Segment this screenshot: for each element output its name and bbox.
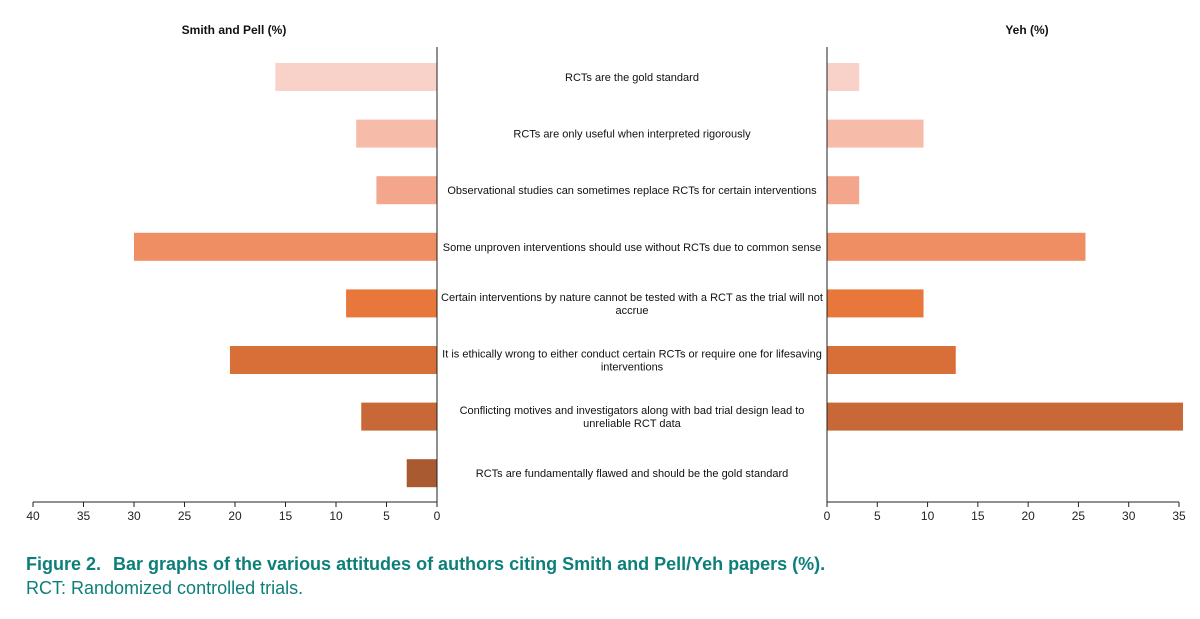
category-label-4: Some unproven interventions should use w… bbox=[443, 242, 822, 254]
figure-title: Bar graphs of the various attitudes of a… bbox=[113, 554, 826, 574]
bar-yeh-2 bbox=[827, 119, 924, 148]
right-tick-label-5: 5 bbox=[874, 509, 881, 523]
bar-yeh-3 bbox=[827, 176, 860, 205]
bars-group bbox=[134, 63, 1184, 488]
category-label-1: RCTs are the gold standard bbox=[565, 72, 699, 84]
bar-smith-pell-7 bbox=[361, 402, 437, 431]
left-tick-label-0: 0 bbox=[434, 509, 441, 523]
category-labels-group: RCTs are the gold standard RCTs are only … bbox=[441, 72, 823, 480]
category-label-7-line-1: Conflicting motives and investigators al… bbox=[460, 405, 805, 417]
right-tick-label-20: 20 bbox=[1021, 509, 1035, 523]
category-label-6-line-2: interventions bbox=[601, 362, 664, 374]
bar-smith-pell-6 bbox=[229, 346, 437, 374]
caption-title-line: Figure 2. Bar graphs of the various attit… bbox=[26, 552, 1186, 576]
axes-group: 40 35 30 25 20 15 10 5 0 0 5 10 15 20 25 30 35 bbox=[26, 47, 1186, 523]
left-tick-label-15: 15 bbox=[279, 509, 293, 523]
bar-yeh-1 bbox=[827, 63, 860, 91]
category-label-5-line-2: accrue bbox=[615, 305, 648, 317]
bar-smith-pell-4 bbox=[134, 232, 437, 261]
right-tick-label-10: 10 bbox=[921, 509, 935, 523]
left-tick-label-20: 20 bbox=[228, 509, 242, 523]
category-label-7-line-2: unreliable RCT data bbox=[583, 418, 682, 430]
bar-yeh-6 bbox=[827, 346, 956, 374]
category-label-8: RCTs are fundamentally flawed and should… bbox=[476, 468, 788, 480]
left-tick-label-35: 35 bbox=[77, 509, 91, 523]
bar-yeh-5 bbox=[827, 289, 924, 318]
right-tick-label-15: 15 bbox=[971, 509, 985, 523]
category-label-5-line-1: Certain interventions by nature cannot b… bbox=[441, 292, 823, 304]
left-tick-label-5: 5 bbox=[383, 509, 390, 523]
back-to-back-bar-chart: Smith and Pell (%) Yeh (%) RCTs are the … bbox=[26, 23, 1186, 523]
right-tick-label-35: 35 bbox=[1172, 509, 1186, 523]
caption-note: RCT: Randomized controlled trials. bbox=[26, 578, 304, 598]
left-tick-label-40: 40 bbox=[26, 509, 40, 523]
bar-smith-pell-5 bbox=[346, 289, 437, 318]
bar-smith-pell-1 bbox=[275, 63, 437, 91]
bar-smith-pell-8 bbox=[406, 459, 437, 488]
category-label-6-line-1: It is ethically wrong to either conduct … bbox=[442, 349, 822, 361]
left-panel-title: Smith and Pell (%) bbox=[182, 23, 287, 37]
bar-yeh-7 bbox=[827, 402, 1184, 431]
bar-smith-pell-2 bbox=[356, 119, 437, 148]
figure-caption: Figure 2. Bar graphs of the various attit… bbox=[26, 552, 1186, 600]
category-label-3: Observational studies can sometimes repl… bbox=[447, 185, 817, 197]
figure-number: Figure 2. bbox=[26, 554, 102, 574]
right-tick-label-30: 30 bbox=[1122, 509, 1136, 523]
left-tick-label-10: 10 bbox=[329, 509, 343, 523]
right-tick-label-25: 25 bbox=[1072, 509, 1086, 523]
bar-smith-pell-3 bbox=[376, 176, 437, 205]
right-panel-title: Yeh (%) bbox=[1005, 23, 1048, 37]
bar-yeh-4 bbox=[827, 232, 1086, 261]
left-tick-label-30: 30 bbox=[127, 509, 141, 523]
left-tick-label-25: 25 bbox=[178, 509, 192, 523]
right-tick-label-0: 0 bbox=[824, 509, 831, 523]
category-label-2: RCTs are only useful when interpreted ri… bbox=[513, 129, 751, 141]
